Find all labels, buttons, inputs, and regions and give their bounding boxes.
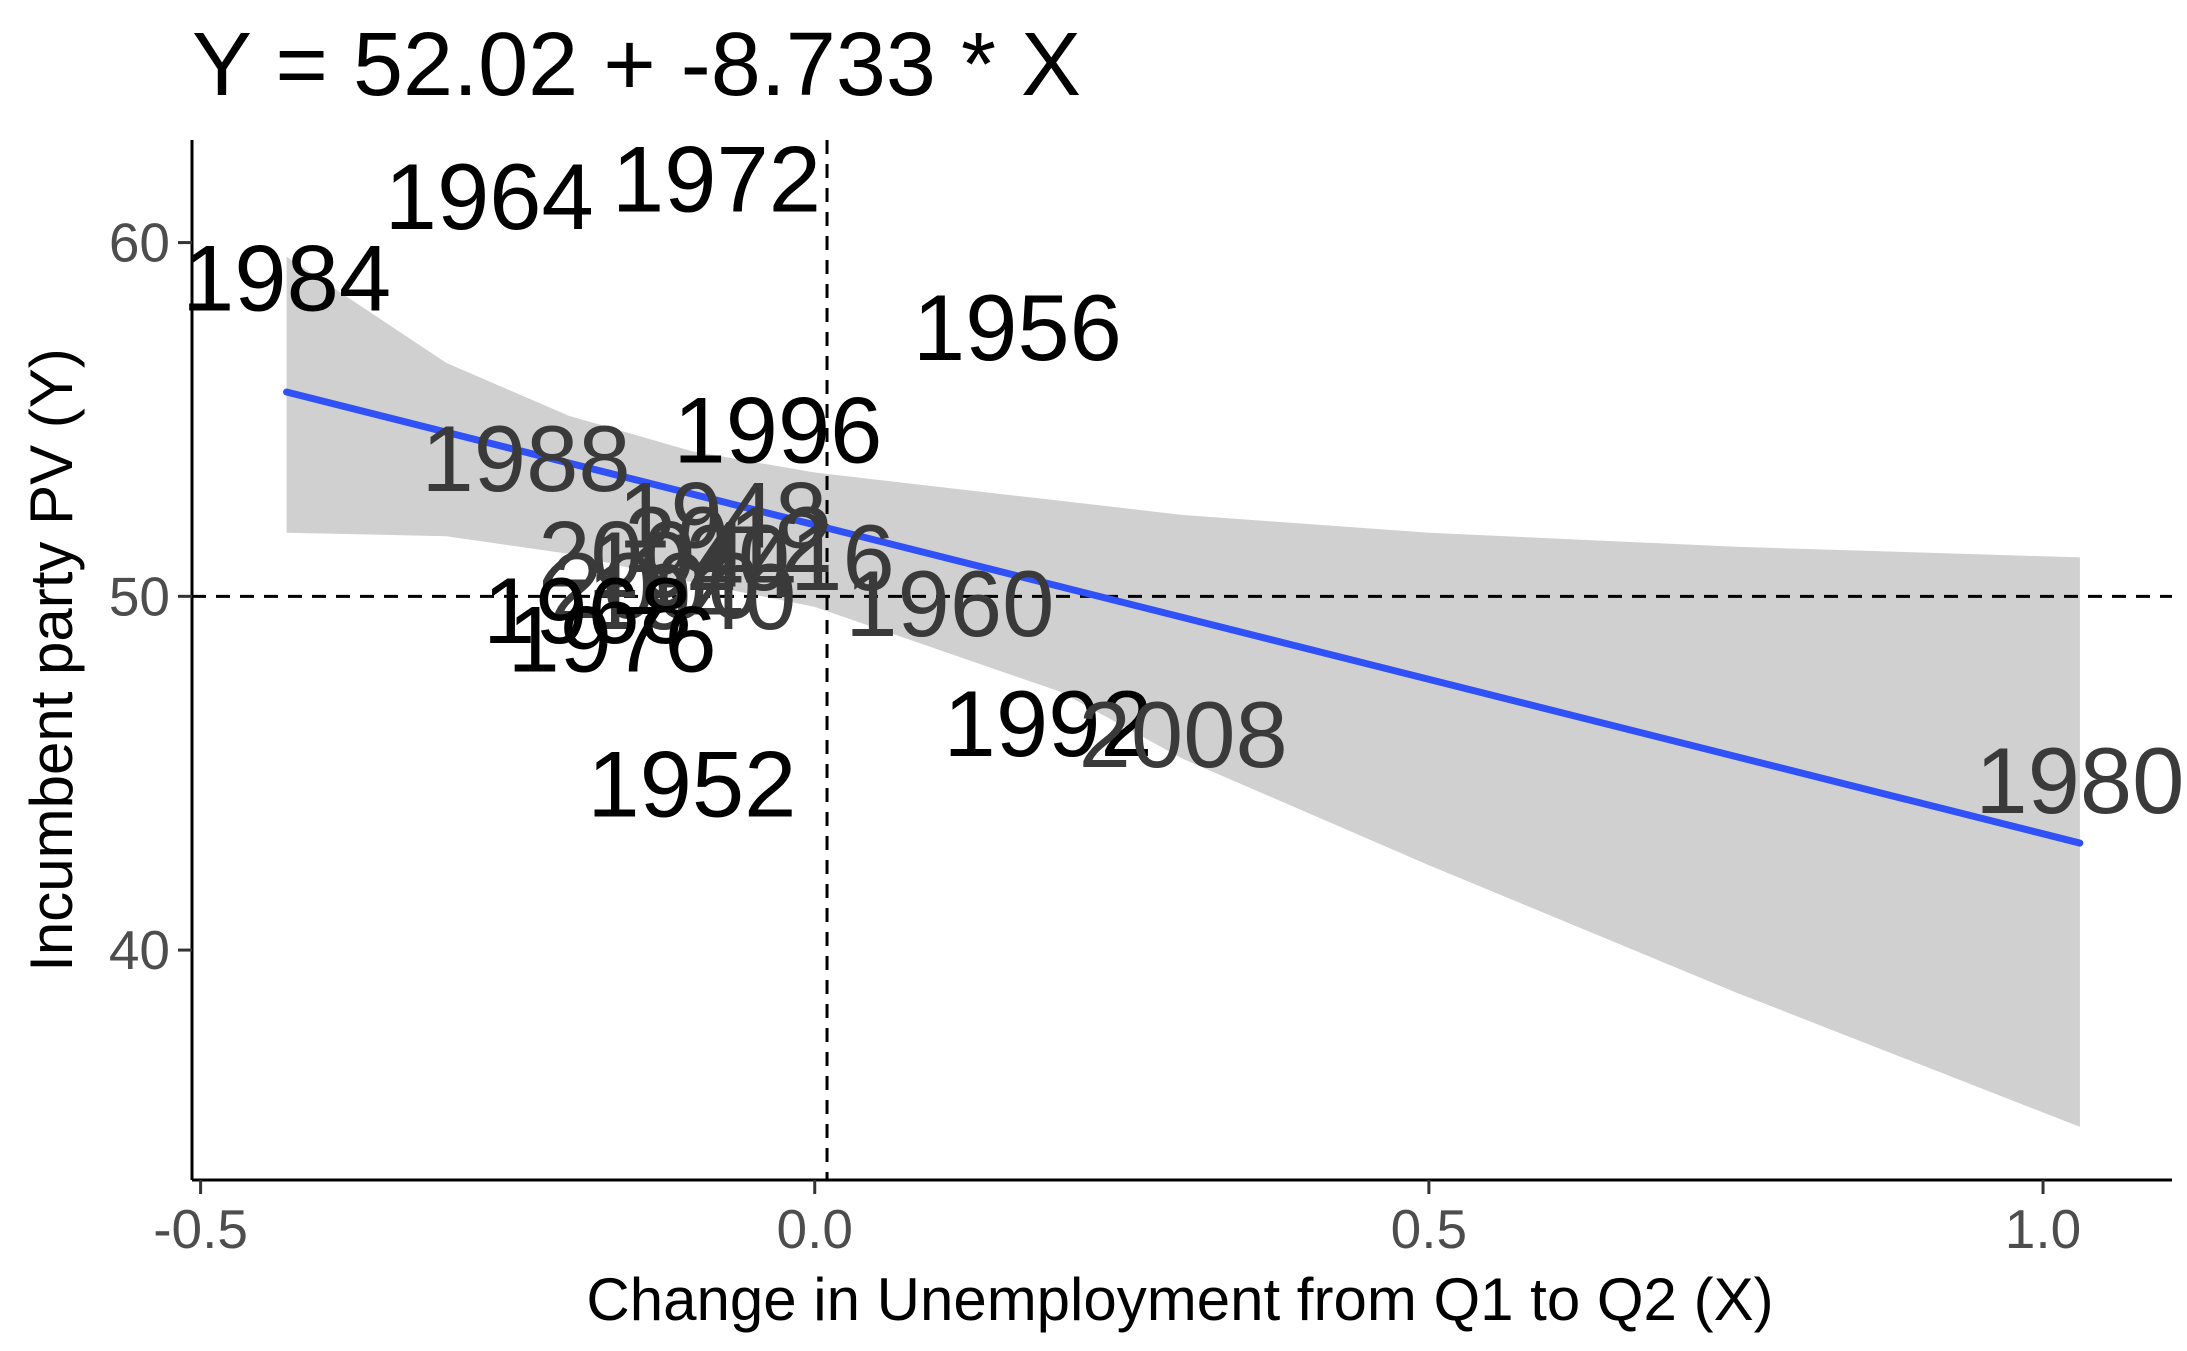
point-label-2000: 2000	[551, 533, 760, 638]
point-label-1976: 1976	[508, 586, 717, 691]
x-tick-label: 0.5	[1391, 1198, 1467, 1260]
y-axis-ticks: 40 50 60	[109, 212, 192, 981]
point-label-1952: 1952	[587, 731, 796, 836]
point-label-1956: 1956	[913, 275, 1122, 380]
point-label-2016: 2016	[686, 505, 895, 610]
y-axis-title: Incumbent party PV (Y)	[18, 348, 85, 972]
y-tick-label: 40	[109, 919, 170, 981]
x-axis-ticks: -0.5 0.0 0.5 1.0	[153, 1180, 2081, 1260]
point-label-1980: 1980	[1975, 728, 2184, 833]
x-tick-label: 1.0	[2005, 1198, 2081, 1260]
plot-area	[192, 140, 2172, 1180]
point-label-2004: 2004	[538, 501, 747, 606]
confidence-band	[286, 256, 2080, 1127]
y-tick-label: 60	[109, 212, 170, 274]
point-label-1988: 1988	[422, 406, 631, 511]
x-tick-label: -0.5	[153, 1198, 248, 1260]
point-label-1964: 1964	[385, 144, 594, 249]
point-label-2012: 2012	[624, 487, 833, 592]
point-label-1992: 1992	[944, 671, 1153, 776]
point-label-1960: 1960	[845, 551, 1054, 656]
chart-title: Y = 52.02 + -8.733 * X	[192, 15, 1081, 115]
point-label-1996: 1996	[673, 378, 882, 483]
point-label-1968: 1968	[483, 558, 692, 663]
y-tick-label: 50	[109, 565, 170, 627]
point-label-1940: 1940	[587, 544, 796, 649]
regression-line	[283, 388, 2084, 847]
point-label-1944: 1944	[587, 512, 796, 617]
point-label-2008: 2008	[1079, 682, 1288, 787]
x-tick-label: 0.0	[777, 1198, 853, 1260]
point-label-1972: 1972	[612, 126, 821, 231]
point-label-1984: 1984	[182, 225, 391, 330]
x-axis-title: Change in Unemployment from Q1 to Q2 (X)	[586, 1266, 1773, 1333]
point-label-1948: 1948	[618, 462, 827, 567]
